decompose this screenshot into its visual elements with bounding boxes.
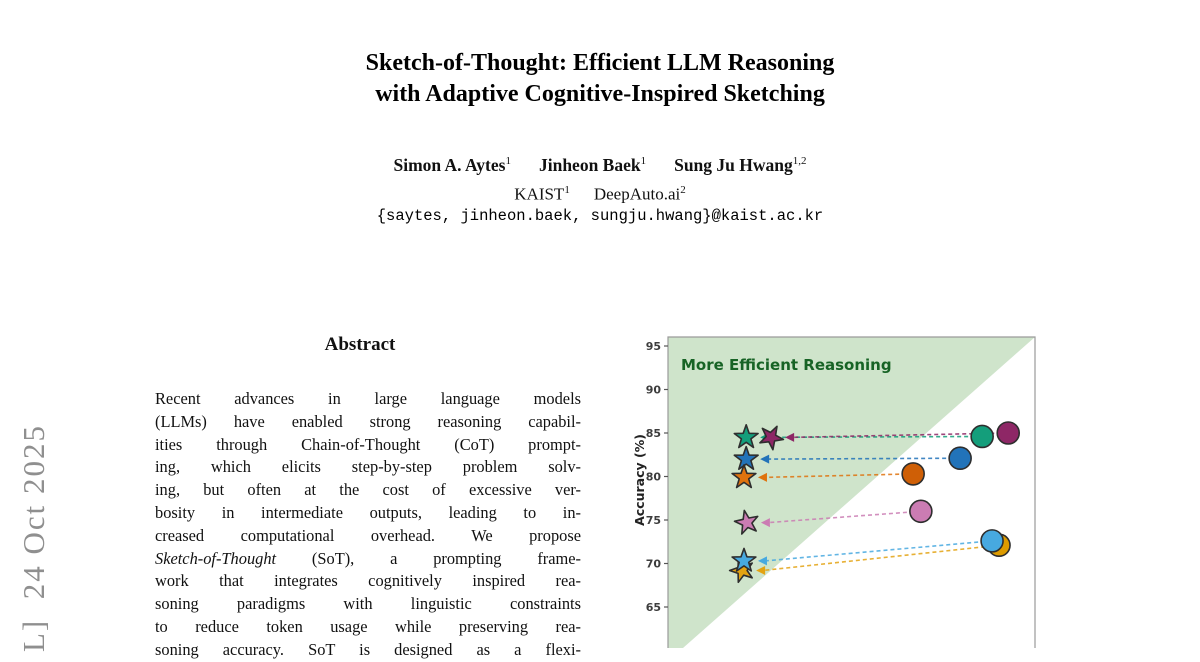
efficient-star-marker xyxy=(759,425,785,451)
abstract-text: soning paradigms with linguistic constra… xyxy=(155,594,581,614)
abstract-line: soning paradigms with linguistic constra… xyxy=(155,593,581,616)
abstract-text: ities through Chain-of-Thought (CoT) pro… xyxy=(155,434,581,454)
efficient-star-marker xyxy=(733,424,759,449)
author-name: Jinheon Baek1 xyxy=(538,155,647,175)
abstract-line: bosity in intermediate outputs, leading … xyxy=(155,502,581,525)
baseline-circle-marker xyxy=(996,421,1021,445)
arrowhead xyxy=(760,454,770,464)
affiliation-name-sup: 1 xyxy=(564,184,570,196)
efficient-star-marker xyxy=(731,464,757,489)
efficiency-region xyxy=(668,337,1035,648)
efficient-star-marker xyxy=(733,445,759,470)
abstract-line: work that integrates cognitively inspire… xyxy=(155,570,581,593)
abstract-line: Sketch-of-Thought (SoT), a prompting fra… xyxy=(155,548,581,571)
abstract-text: (LLMs) have enabled strong reasoning cap… xyxy=(155,411,581,431)
baseline-circle-marker xyxy=(970,424,994,449)
author-name: Sung Ju Hwang1,2 xyxy=(674,155,807,175)
y-tick-label: 65 xyxy=(646,601,661,614)
author-name-sup: 1 xyxy=(505,155,511,168)
authors-row: Simon A. Aytes1 Jinheon Baek1 Sung Ju Hwan… xyxy=(0,155,1200,176)
y-tick-label: 80 xyxy=(646,471,662,484)
abstract-line: to reduce token usage while preserving r… xyxy=(155,616,581,639)
abstract-text: work that integrates cognitively inspire… xyxy=(155,571,581,591)
abstract-line: (LLMs) have enabled strong reasoning cap… xyxy=(155,411,581,434)
efficient-star-marker xyxy=(731,547,757,572)
arrowhead xyxy=(785,432,795,442)
author-name-sup: 1 xyxy=(640,155,647,168)
arrowhead xyxy=(757,556,767,566)
abstract-text: Recent advances in large language models xyxy=(155,389,581,408)
arrowhead xyxy=(757,472,767,482)
arxiv-watermark: L] 24 Oct 2025 xyxy=(16,423,51,652)
abstract-line: ing, which elicits step-by-step problem … xyxy=(155,456,581,479)
abstract-line: ing, but often at the cost of excessive … xyxy=(155,479,581,502)
abstract-text: (SoT), a prompting frame- xyxy=(276,548,581,568)
abstract-line: creased computational overhead. We propo… xyxy=(155,525,581,548)
abstract-line: Recent advances in large language models xyxy=(155,388,581,411)
improvement-arrow xyxy=(763,544,1000,572)
abstract-heading: Abstract xyxy=(324,334,396,355)
improvement-arrow xyxy=(767,510,921,524)
baseline-circle-marker xyxy=(909,499,933,524)
abstract-line: soning accuracy. SoT is designed as a fl… xyxy=(155,639,581,662)
efficiency-chart: 95 90 85 80 75 70 65 Accuracy (%) More Efficient… xyxy=(633,330,1040,648)
abstract-text: creased computational overhead. We propo… xyxy=(155,525,581,545)
abstract-text: ing, which elicits step-by-step problem … xyxy=(155,457,581,477)
baseline-circle-marker xyxy=(901,462,925,486)
y-tick-label: 70 xyxy=(646,558,662,571)
baseline-circle-marker xyxy=(948,446,972,471)
abstract-text: to reduce token usage while preserving r… xyxy=(155,616,581,636)
title-line-1: Sketch-of-Thought: Efficient LLM Reasoni… xyxy=(365,50,835,76)
author-name-sup: 1,2 xyxy=(792,155,807,168)
efficiency-chart-svg: 95 90 85 80 75 70 65 Accuracy (%) More Efficient… xyxy=(633,336,1036,648)
abstract-body: Recent advances in large language models… xyxy=(155,388,581,662)
affiliations-row: KAIST1 DeepAuto.ai2 xyxy=(0,184,1200,205)
baseline-circle-marker xyxy=(980,529,1004,553)
title-block: Sketch-of-Thought: Efficient LLM Reasoni… xyxy=(0,48,1200,110)
paper-page: { "watermark": { "text": "L] 24 Oct 2025… xyxy=(0,48,1200,659)
abstract-text: soning accuracy. SoT is designed as a fl… xyxy=(155,639,581,659)
efficient-star-marker xyxy=(733,509,759,535)
plot-border xyxy=(667,336,1036,648)
improvement-arrow xyxy=(767,435,983,439)
improvement-arrow xyxy=(764,540,993,562)
y-tick-label: 90 xyxy=(646,384,662,397)
affiliation-name: KAIST1 xyxy=(514,184,570,204)
affiliation-name-sup: 2 xyxy=(680,184,686,196)
y-tick-label: 85 xyxy=(646,427,661,440)
arrowhead xyxy=(756,565,766,575)
arrowhead xyxy=(760,518,770,528)
y-axis-label: Accuracy (%) xyxy=(633,434,647,526)
email-line: {saytes, jinheon.baek, sungju.hwang}@kai… xyxy=(376,207,824,225)
region-label: More Efficient Reasoning xyxy=(681,356,892,374)
abstract-line: ities through Chain-of-Thought (CoT) pro… xyxy=(155,434,581,457)
y-tick-label: 95 xyxy=(646,340,661,353)
page-title: Sketch-of-Thought: Efficient LLM Reasoni… xyxy=(0,48,1200,110)
title-line-2: with Adaptive Cognitive-Inspired Sketchi… xyxy=(375,81,825,107)
author-name: Simon A. Aytes1 xyxy=(393,155,511,175)
abstract-text: ing, but often at the cost of excessive … xyxy=(155,480,581,500)
y-tick-label: 75 xyxy=(646,514,661,527)
affiliation-name: DeepAuto.ai2 xyxy=(593,184,686,204)
improvement-arrow xyxy=(764,473,914,479)
abstract-text: bosity in intermediate outputs, leading … xyxy=(155,502,581,522)
abstract-italic-text: Sketch-of-Thought xyxy=(155,548,277,568)
